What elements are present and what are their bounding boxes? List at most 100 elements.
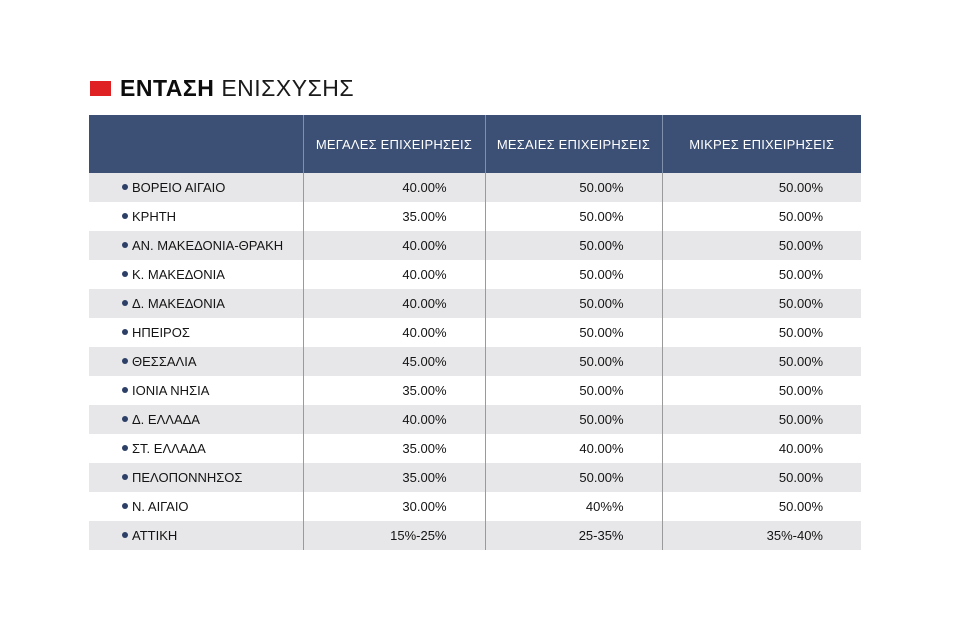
small-enterprise-value: 50.00% (661, 318, 861, 347)
bullet-icon (122, 387, 128, 393)
table-row: Δ. ΕΛΛΑΔΑ 40.00% 50.00% 50.00% (89, 405, 861, 434)
region-label: Δ. ΕΛΛΑΔΑ (132, 412, 200, 427)
bullet-icon (122, 329, 128, 335)
subsidy-intensity-table: ΜΕΓΑΛΕΣ ΕΠΙΧΕΙΡΗΣΕΙΣ ΜΕΣΑΙΕΣ ΕΠΙΧΕΙΡΗΣΕΙ… (89, 115, 861, 550)
table-row: ΒΟΡΕΙΟ ΑΙΓΑΙΟ 40.00% 50.00% 50.00% (89, 173, 861, 202)
region-label: ΑΝ. ΜΑΚΕΔΟΝΙΑ-ΘΡΑΚΗ (132, 238, 284, 253)
large-enterprise-value: 35.00% (302, 463, 485, 492)
small-enterprise-value: 50.00% (661, 260, 861, 289)
region-label: ΠΕΛΟΠΟΝΝΗΣΟΣ (132, 470, 243, 485)
region-cell: ΘΕΣΣΑΛΙΑ (89, 347, 303, 376)
region-cell: ΙΟΝΙΑ ΝΗΣΙΑ (89, 376, 303, 405)
region-cell: ΠΕΛΟΠΟΝΝΗΣΟΣ (89, 463, 303, 492)
medium-enterprise-value: 50.00% (484, 347, 662, 376)
bullet-icon (122, 242, 128, 248)
table-row: Ν. ΑΙΓΑΙΟ 30.00% 40%% 50.00% (89, 492, 861, 521)
region-cell: Ν. ΑΙΓΑΙΟ (89, 492, 303, 521)
large-enterprise-value: 15%-25% (302, 521, 485, 550)
title-bold-text: ΕΝΤΑΣΗ (120, 74, 215, 101)
large-enterprise-value: 30.00% (302, 492, 485, 521)
bullet-icon (122, 532, 128, 538)
large-enterprise-value: 35.00% (302, 202, 485, 231)
large-enterprise-value: 40.00% (302, 318, 485, 347)
small-enterprise-value: 50.00% (661, 405, 861, 434)
medium-enterprise-value: 50.00% (484, 231, 662, 260)
region-label: ΑΤΤΙΚΗ (132, 528, 178, 543)
large-enterprise-value: 35.00% (302, 434, 485, 463)
large-enterprise-value: 35.00% (302, 376, 485, 405)
region-label: ΣΤ. ΕΛΛΑΔΑ (132, 441, 206, 456)
table-row: ΘΕΣΣΑΛΙΑ 45.00% 50.00% 50.00% (89, 347, 861, 376)
medium-enterprise-value: 50.00% (484, 318, 662, 347)
region-cell: Δ. ΜΑΚΕΔΟΝΙΑ (89, 289, 303, 318)
title-light-text: ΕΝΙΣΧΥΣΗΣ (221, 74, 355, 101)
title-marker-icon (90, 80, 111, 96)
region-label: ΗΠΕΙΡΟΣ (132, 325, 190, 340)
region-label: Δ. ΜΑΚΕΔΟΝΙΑ (132, 296, 225, 311)
table-row: Δ. ΜΑΚΕΔΟΝΙΑ 40.00% 50.00% 50.00% (89, 289, 861, 318)
small-enterprise-value: 50.00% (661, 492, 861, 521)
medium-enterprise-value: 50.00% (484, 173, 662, 202)
table-row: ΚΡΗΤΗ 35.00% 50.00% 50.00% (89, 202, 861, 231)
medium-enterprise-value: 50.00% (484, 463, 662, 492)
large-enterprise-value: 40.00% (302, 405, 485, 434)
medium-enterprise-value: 40%% (484, 492, 662, 521)
region-label: ΒΟΡΕΙΟ ΑΙΓΑΙΟ (132, 180, 226, 195)
region-cell: Δ. ΕΛΛΑΔΑ (89, 405, 303, 434)
region-cell: ΑΤΤΙΚΗ (89, 521, 303, 550)
table-row: ΑΝ. ΜΑΚΕΔΟΝΙΑ-ΘΡΑΚΗ 40.00% 50.00% 50.00% (89, 231, 861, 260)
bullet-icon (122, 300, 128, 306)
bullet-icon (122, 416, 128, 422)
small-enterprise-value: 50.00% (661, 289, 861, 318)
bullet-icon (122, 445, 128, 451)
bullet-icon (122, 358, 128, 364)
header-region (89, 115, 303, 173)
region-cell: ΑΝ. ΜΑΚΕΔΟΝΙΑ-ΘΡΑΚΗ (89, 231, 303, 260)
region-label: ΙΟΝΙΑ ΝΗΣΙΑ (132, 383, 210, 398)
region-cell: ΚΡΗΤΗ (89, 202, 303, 231)
table-row: ΑΤΤΙΚΗ 15%-25% 25-35% 35%-40% (89, 521, 861, 550)
bullet-icon (122, 503, 128, 509)
large-enterprise-value: 40.00% (302, 173, 485, 202)
large-enterprise-value: 40.00% (302, 289, 485, 318)
header-medium-enterprises: ΜΕΣΑΙΕΣ ΕΠΙΧΕΙΡΗΣΕΙΣ (484, 115, 662, 173)
medium-enterprise-value: 50.00% (484, 202, 662, 231)
region-cell: ΣΤ. ΕΛΛΑΔΑ (89, 434, 303, 463)
small-enterprise-value: 50.00% (661, 463, 861, 492)
region-cell: ΒΟΡΕΙΟ ΑΙΓΑΙΟ (89, 173, 303, 202)
region-label: Ν. ΑΙΓΑΙΟ (132, 499, 189, 514)
large-enterprise-value: 40.00% (302, 260, 485, 289)
medium-enterprise-value: 50.00% (484, 260, 662, 289)
small-enterprise-value: 35%-40% (661, 521, 861, 550)
medium-enterprise-value: 50.00% (484, 376, 662, 405)
bullet-icon (122, 271, 128, 277)
small-enterprise-value: 50.00% (661, 202, 861, 231)
region-label: ΘΕΣΣΑΛΙΑ (132, 354, 197, 369)
small-enterprise-value: 50.00% (661, 231, 861, 260)
bullet-icon (122, 213, 128, 219)
small-enterprise-value: 50.00% (661, 173, 861, 202)
table-row: Κ. ΜΑΚΕΔΟΝΙΑ 40.00% 50.00% 50.00% (89, 260, 861, 289)
table-header-row: ΜΕΓΑΛΕΣ ΕΠΙΧΕΙΡΗΣΕΙΣ ΜΕΣΑΙΕΣ ΕΠΙΧΕΙΡΗΣΕΙ… (89, 115, 861, 173)
region-label: ΚΡΗΤΗ (132, 209, 177, 224)
page-title: ΕΝΤΑΣΗ ΕΝΙΣΧΥΣΗΣ (90, 74, 354, 102)
region-cell: ΗΠΕΙΡΟΣ (89, 318, 303, 347)
medium-enterprise-value: 25-35% (484, 521, 662, 550)
small-enterprise-value: 50.00% (661, 376, 861, 405)
medium-enterprise-value: 40.00% (484, 434, 662, 463)
region-label: Κ. ΜΑΚΕΔΟΝΙΑ (132, 267, 225, 282)
table-row: ΙΟΝΙΑ ΝΗΣΙΑ 35.00% 50.00% 50.00% (89, 376, 861, 405)
medium-enterprise-value: 50.00% (484, 405, 662, 434)
bullet-icon (122, 474, 128, 480)
small-enterprise-value: 50.00% (661, 347, 861, 376)
header-large-enterprises: ΜΕΓΑΛΕΣ ΕΠΙΧΕΙΡΗΣΕΙΣ (302, 115, 485, 173)
header-small-enterprises: ΜΙΚΡΕΣ ΕΠΙΧΕΙΡΗΣΕΙΣ (661, 115, 861, 173)
large-enterprise-value: 40.00% (302, 231, 485, 260)
small-enterprise-value: 40.00% (661, 434, 861, 463)
table-row: ΣΤ. ΕΛΛΑΔΑ 35.00% 40.00% 40.00% (89, 434, 861, 463)
table-row: ΠΕΛΟΠΟΝΝΗΣΟΣ 35.00% 50.00% 50.00% (89, 463, 861, 492)
medium-enterprise-value: 50.00% (484, 289, 662, 318)
bullet-icon (122, 184, 128, 190)
large-enterprise-value: 45.00% (302, 347, 485, 376)
region-cell: Κ. ΜΑΚΕΔΟΝΙΑ (89, 260, 303, 289)
